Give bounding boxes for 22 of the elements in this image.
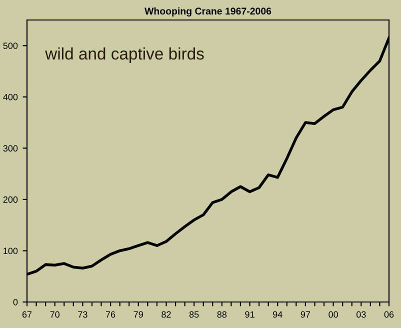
x-tick-label: 73 <box>78 311 88 318</box>
x-tick-label: 91 <box>245 311 254 318</box>
y-tick-label: 200 <box>3 196 18 203</box>
x-tick-label: 67 <box>22 311 32 318</box>
y-tick-label: 400 <box>3 94 18 100</box>
x-tick-label: 82 <box>162 311 171 318</box>
x-tick-label: 85 <box>189 311 199 318</box>
y-tick-label: 500 <box>3 42 18 49</box>
x-tick-label: 06 <box>384 311 394 318</box>
x-tick-label: 70 <box>50 311 60 318</box>
x-tick-label: 88 <box>217 311 227 318</box>
y-tick-label: 100 <box>4 248 18 254</box>
y-tick-label: 0 <box>13 298 18 306</box>
x-tick-label: 76 <box>106 311 116 318</box>
chart-title: Whooping Crane 1967-2006 <box>144 7 272 17</box>
x-tick-label: 03 <box>356 311 366 318</box>
x-tick-label: 97 <box>300 311 310 318</box>
x-tick-label: 94 <box>273 311 282 318</box>
x-tick-label: 79 <box>134 311 143 318</box>
x-tick-label: 00 <box>328 311 338 318</box>
annotation: wild and captive birds <box>45 47 204 63</box>
y-tick-label: 300 <box>3 145 18 152</box>
